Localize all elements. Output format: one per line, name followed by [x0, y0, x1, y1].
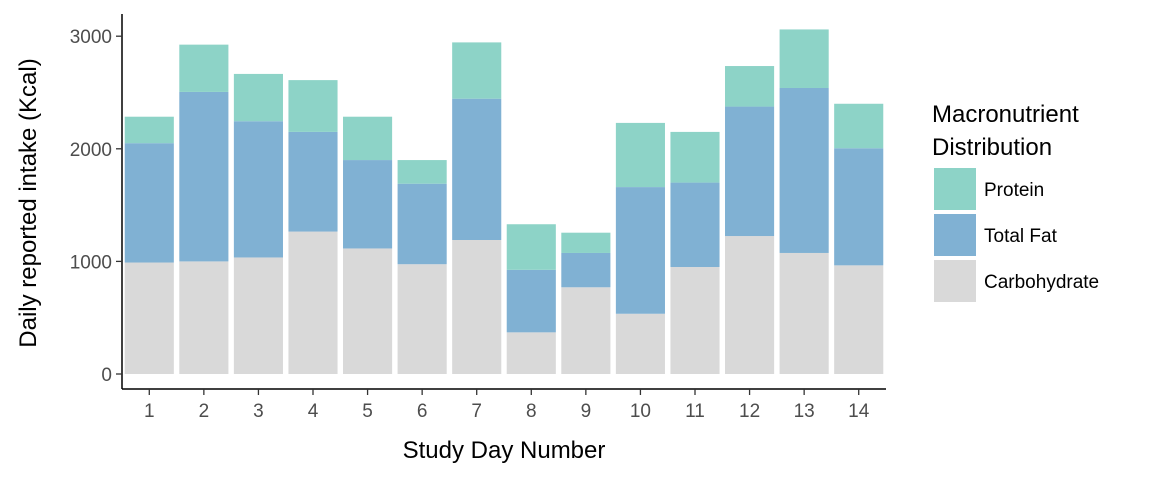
bar-total-fat-day-4 [288, 131, 338, 232]
bar-total-fat-day-6 [397, 183, 447, 265]
bars-layer [124, 29, 884, 374]
legend-key-total-fat [934, 214, 976, 256]
bar-total-fat-day-12 [725, 106, 775, 237]
bar-protein-day-6 [397, 160, 447, 184]
bar-total-fat-day-1 [124, 143, 174, 263]
legend: Macronutrient Distribution Protein Total … [932, 101, 1099, 302]
bar-total-fat-day-5 [343, 160, 393, 249]
bar-protein-day-9 [561, 232, 611, 253]
legend-label-carbohydrate: Carbohydrate [984, 272, 1099, 293]
x-tick-label-9: 9 [581, 401, 592, 422]
bar-protein-day-13 [779, 29, 829, 88]
bar-total-fat-day-11 [670, 182, 720, 268]
bar-total-fat-day-7 [452, 98, 502, 240]
legend-key-carbohydrate [934, 260, 976, 302]
y-tick-label-3000: 3000 [70, 27, 112, 48]
bar-carbohydrate-day-4 [288, 231, 338, 374]
legend-label-total-fat: Total Fat [984, 226, 1058, 247]
x-tick-label-5: 5 [362, 401, 373, 422]
bar-carbohydrate-day-6 [397, 264, 447, 374]
axes-layer [121, 14, 886, 390]
legend-title-line-2: Distribution [932, 134, 1052, 161]
bar-carbohydrate-day-3 [233, 257, 283, 374]
bar-carbohydrate-day-1 [124, 262, 174, 374]
x-tick-label-14: 14 [848, 401, 870, 422]
bar-protein-day-5 [343, 116, 393, 161]
bar-carbohydrate-day-11 [670, 267, 720, 374]
x-tick-label-12: 12 [739, 401, 760, 422]
bar-total-fat-day-9 [561, 252, 611, 288]
bar-protein-day-3 [233, 73, 283, 122]
bar-protein-day-14 [834, 103, 884, 149]
x-tick-label-11: 11 [685, 401, 705, 422]
bar-protein-day-11 [670, 131, 720, 183]
bar-carbohydrate-day-14 [834, 265, 884, 374]
bar-carbohydrate-day-13 [779, 252, 829, 374]
bar-carbohydrate-day-7 [452, 240, 502, 374]
bar-protein-day-8 [506, 224, 556, 270]
bar-protein-day-2 [179, 44, 229, 92]
legend-key-protein [934, 168, 976, 210]
x-tick-label-2: 2 [199, 401, 210, 422]
x-axis-title: Study Day Number [403, 437, 606, 464]
bar-protein-day-12 [725, 66, 775, 107]
bar-protein-day-10 [615, 122, 665, 188]
y-tick-label-0: 0 [101, 365, 112, 386]
bar-carbohydrate-day-2 [179, 261, 229, 374]
x-tick-label-8: 8 [526, 401, 537, 422]
bar-carbohydrate-day-10 [615, 313, 665, 374]
bar-total-fat-day-2 [179, 91, 229, 262]
x-tick-label-10: 10 [630, 401, 651, 422]
bar-protein-day-1 [124, 116, 174, 144]
legend-label-protein: Protein [984, 180, 1044, 201]
x-tick-label-13: 13 [794, 401, 815, 422]
x-tick-label-7: 7 [471, 401, 482, 422]
bar-carbohydrate-day-8 [506, 332, 556, 374]
bar-carbohydrate-day-5 [343, 248, 393, 374]
y-tick-label-1000: 1000 [70, 252, 112, 273]
x-tick-label-6: 6 [417, 401, 428, 422]
bar-total-fat-day-8 [506, 269, 556, 333]
y-tick-label-2000: 2000 [70, 140, 112, 161]
bar-total-fat-day-13 [779, 88, 829, 253]
bar-carbohydrate-day-9 [561, 287, 611, 374]
bar-total-fat-day-14 [834, 148, 884, 266]
bar-carbohydrate-day-12 [725, 236, 775, 374]
legend-title-line-1: Macronutrient [932, 101, 1079, 128]
legend-items: Protein Total Fat Carbohydrate [934, 168, 1099, 302]
x-tick-label-1: 1 [144, 401, 155, 422]
bar-protein-day-4 [288, 80, 338, 132]
bar-total-fat-day-3 [233, 121, 283, 258]
x-tick-label-4: 4 [308, 401, 319, 422]
bar-protein-day-7 [452, 42, 502, 99]
y-axis-title: Daily reported intake (Kcal) [15, 58, 42, 347]
x-tick-label-3: 3 [253, 401, 264, 422]
bar-total-fat-day-10 [615, 187, 665, 314]
